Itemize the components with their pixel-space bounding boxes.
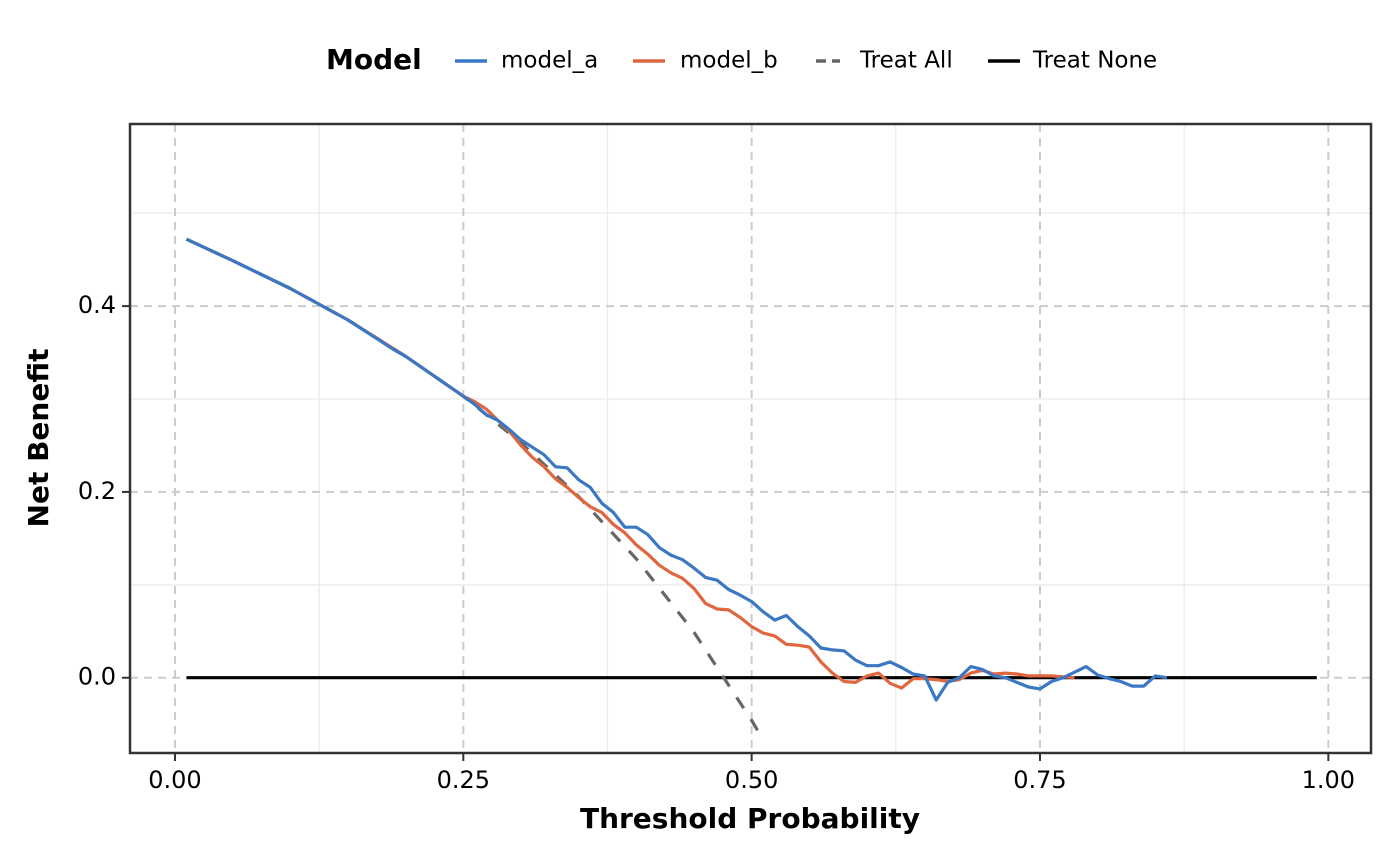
plot-border — [128, 122, 1373, 755]
y-tick-label: 0.2 — [78, 477, 116, 505]
x-tick-label: 0.00 — [148, 766, 201, 794]
x-axis-title: Threshold Probability — [580, 802, 920, 835]
x-tick-label: 1.00 — [1302, 766, 1355, 794]
legend-label: Treat All — [859, 48, 953, 74]
y-axis-title: Net Benefit — [22, 349, 55, 528]
legend-label: model_b — [680, 48, 778, 74]
x-tick-label: 0.50 — [725, 766, 778, 794]
legend-title: Model — [326, 43, 422, 76]
x-tick-label: 0.25 — [437, 766, 490, 794]
y-tick-label: 0.4 — [78, 291, 116, 319]
legend-label: model_a — [501, 48, 598, 74]
x-tick-label: 0.75 — [1013, 766, 1066, 794]
legend-label: Treat None — [1032, 48, 1157, 74]
series-line — [185, 237, 765, 741]
y-tick-label: 0.0 — [78, 663, 116, 691]
series-line — [185, 237, 1075, 690]
series-line — [185, 237, 1168, 702]
